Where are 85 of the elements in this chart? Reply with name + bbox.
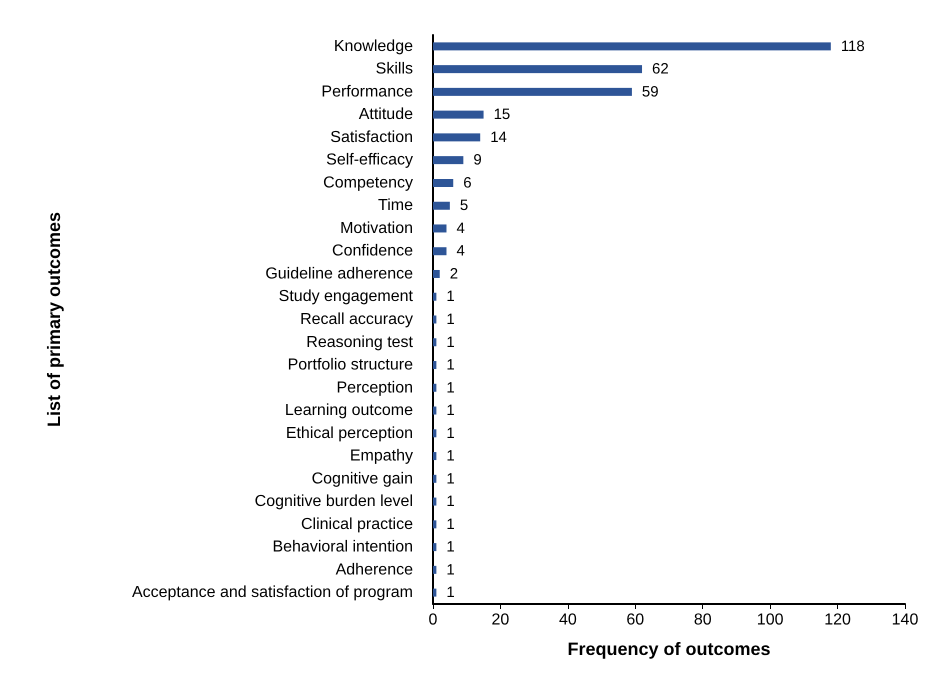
data-label: 1 [446,470,455,488]
bar [433,429,436,438]
y-tick-label: Cognitive gain [312,470,413,488]
y-tick-label: Time [378,197,414,214]
y-tick-label: Recall accuracy [300,311,413,328]
x-tick-label: 40 [558,612,577,628]
y-tick-label: Reasoning test [306,334,414,351]
y-tick-label: Performance [321,83,414,100]
data-label: 1 [446,379,455,396]
bar [433,133,480,142]
bar [433,566,436,574]
data-label: 15 [494,106,510,124]
data-label: 1 [446,516,455,533]
bar [433,498,436,506]
y-tick-label: Cognitive burden level [254,493,413,510]
data-label: 6 [463,174,472,192]
data-label: 5 [460,197,468,214]
y-tick-label: Perception [336,379,413,396]
x-axis-title: Frequency of outcomes [567,639,771,659]
data-label: 1 [446,538,455,556]
data-label: 1 [446,561,455,578]
data-label: 1 [446,448,455,465]
bar [433,316,436,324]
data-label: 9 [473,152,482,169]
bar [433,247,446,256]
y-tick-label: Adherence [336,561,414,578]
bar [433,88,632,96]
bar [433,361,436,370]
x-tick-label: 100 [756,612,784,628]
y-tick-label: Behavioral intention [272,538,413,556]
y-tick-label: Skills [376,60,413,78]
data-label: 1 [446,311,455,328]
data-label: 2 [450,265,458,282]
y-tick-label: Ethical perception [286,424,413,442]
y-tick-label: Portfolio structure [288,356,414,374]
bar [433,110,484,119]
x-tick-label: 0 [428,612,438,628]
bar [433,202,450,210]
bar [433,224,446,232]
y-tick-label: Motivation [340,220,413,237]
data-label: 1 [446,356,455,374]
x-tick-label: 140 [892,612,918,628]
bar [433,178,454,187]
data-label: 4 [456,220,465,237]
x-tick-label: 80 [694,612,712,628]
data-label: 1 [446,402,455,420]
y-tick-label: Self-efficacy [326,152,413,169]
bar [433,384,436,392]
y-tick-label: Study engagement [278,288,414,306]
x-tick-label: 20 [492,612,510,628]
y-tick-label: Learning outcome [284,402,414,420]
y-axis-title: List of primary outcomes [44,212,64,428]
x-tick-label: 120 [824,612,852,628]
bar [433,338,436,346]
data-label: 59 [642,83,659,100]
bar [433,270,440,278]
data-label: 1 [446,424,455,442]
bar [433,520,436,528]
y-tick-label: Clinical practice [300,516,414,533]
data-label: 62 [652,60,669,78]
bar [433,452,436,460]
bar [433,474,436,483]
bar [433,42,831,50]
bar [433,588,436,597]
bar [433,406,436,415]
data-label: 4 [456,242,465,260]
data-label: 14 [490,128,507,146]
bar [433,543,436,552]
bar [433,156,464,164]
y-tick-label: Empathy [350,448,413,465]
y-tick-label: Knowledge [334,38,414,55]
y-tick-label: Satisfaction [330,128,413,146]
data-label: 118 [840,38,865,55]
y-tick-label: Confidence [332,242,414,260]
y-tick-label: Guideline adherence [265,265,414,282]
y-tick-label: Acceptance and satisfaction of program [132,584,413,602]
data-label: 1 [446,584,455,602]
data-label: 1 [446,288,455,306]
data-label: 1 [446,334,455,351]
bar [433,292,436,301]
data-label: 1 [446,493,455,510]
y-tick-label: Competency [323,174,413,192]
y-tick-label: Attitude [358,106,414,124]
bar [433,65,642,74]
x-tick-label: 60 [626,612,644,628]
